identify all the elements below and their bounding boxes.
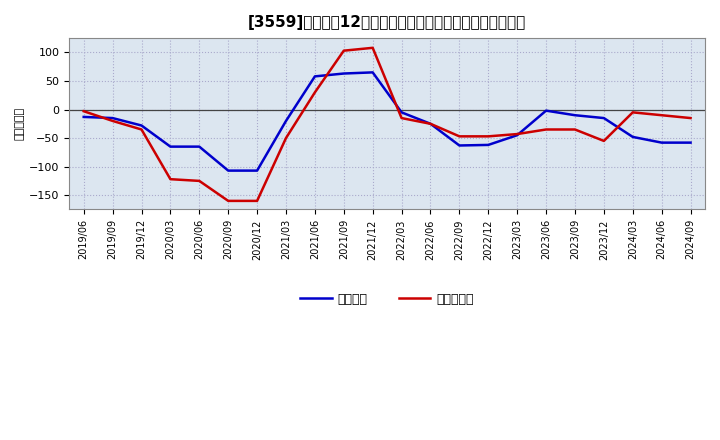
当期純利益 [224,198,233,204]
経常利益 [541,108,550,113]
経常利益 [686,140,695,145]
Y-axis label: （百万円）: （百万円） [15,107,25,140]
当期純利益 [310,90,319,95]
経常利益 [426,121,435,126]
当期純利益 [686,115,695,121]
経常利益 [339,71,348,76]
経常利益 [195,144,204,149]
当期純利益 [484,134,492,139]
経常利益 [138,123,146,128]
経常利益 [79,114,88,120]
経常利益 [369,70,377,75]
当期純利益 [541,127,550,132]
当期純利益 [79,109,88,114]
経常利益 [166,144,175,149]
当期純利益 [571,127,580,132]
当期純利益 [513,132,521,137]
経常利益 [600,115,608,121]
経常利益 [310,74,319,79]
Title: [3559]　利益の12か月移動合計の対前年同期増減額の推移: [3559] 利益の12か月移動合計の対前年同期増減額の推移 [248,15,526,30]
経常利益 [224,168,233,173]
経常利益 [629,134,637,139]
経常利益 [253,168,261,173]
当期純利益 [138,127,146,132]
経常利益 [397,110,406,115]
当期純利益 [108,118,117,124]
経常利益 [108,115,117,121]
Line: 経常利益: 経常利益 [84,72,690,171]
当期純利益 [369,45,377,51]
経常利益 [282,118,290,124]
経常利益 [571,113,580,118]
当期純利益 [282,136,290,141]
当期純利益 [455,134,464,139]
当期純利益 [195,178,204,183]
当期純利益 [600,138,608,143]
当期純利益 [629,110,637,115]
経常利益 [455,143,464,148]
Legend: 経常利益, 当期純利益: 経常利益, 当期純利益 [295,288,479,311]
経常利益 [657,140,666,145]
当期純利益 [253,198,261,204]
Line: 当期純利益: 当期純利益 [84,48,690,201]
当期純利益 [339,48,348,53]
当期純利益 [426,121,435,126]
経常利益 [484,142,492,147]
経常利益 [513,132,521,138]
当期純利益 [657,113,666,118]
当期純利益 [166,176,175,182]
当期純利益 [397,115,406,121]
